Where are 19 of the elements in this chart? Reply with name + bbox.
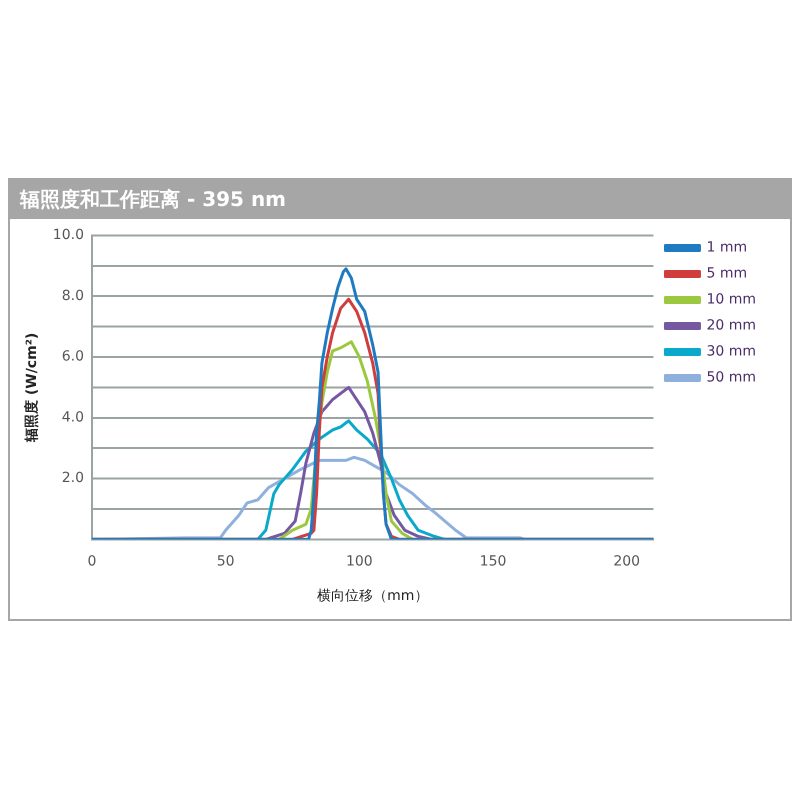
x-tick-label: 100 <box>346 553 373 570</box>
chart-title: 辐照度和工作距离 - 395 nm <box>10 180 790 219</box>
y-tick-label: 10.0 <box>52 227 84 244</box>
legend-label: 5 mm <box>706 266 748 282</box>
x-axis-title: 横向位移（mm） <box>317 588 428 604</box>
legend-label: 10 mm <box>706 292 756 308</box>
x-tick-label: 0 <box>88 553 96 570</box>
legend-label: 20 mm <box>706 318 756 334</box>
y-axis-title: 辐照度 (W/cm²) <box>23 332 40 444</box>
legend-label: 30 mm <box>706 344 756 360</box>
legend-label: 1 mm <box>706 240 748 256</box>
y-tick-label: 6.0 <box>62 348 84 365</box>
y-tick-label: 2.0 <box>62 470 84 486</box>
legend-label: 50 mm <box>706 370 756 386</box>
x-tick-label: 50 <box>216 553 235 570</box>
x-tick-label: 200 <box>613 553 640 570</box>
y-tick-label: 8.0 <box>62 288 84 304</box>
y-tick-label: 4.0 <box>62 409 84 426</box>
x-tick-label: 150 <box>480 553 506 570</box>
